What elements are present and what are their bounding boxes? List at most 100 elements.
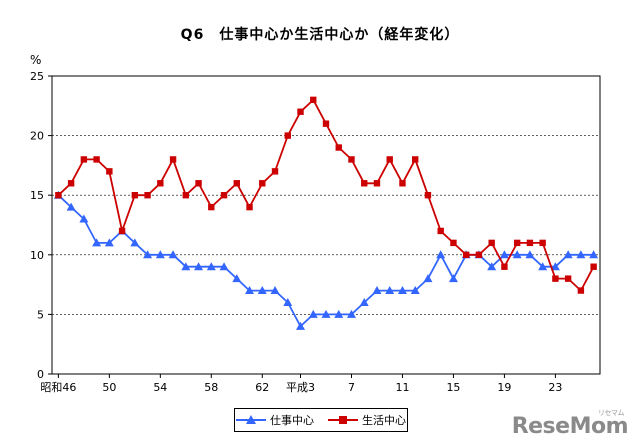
data-point [194, 262, 204, 271]
data-point [399, 180, 406, 187]
data-point [322, 120, 330, 127]
legend-label-work: 仕事中心 [270, 414, 314, 427]
data-point [462, 251, 470, 258]
y-tick-label: 10 [30, 249, 44, 262]
y-tick-label: 0 [37, 368, 44, 381]
series-line [57, 194, 594, 328]
data-point [539, 239, 546, 247]
data-point [577, 287, 585, 294]
data-point [410, 286, 420, 295]
data-point [66, 202, 76, 211]
data-point [270, 286, 280, 295]
data-point [335, 144, 342, 151]
data-point [284, 132, 291, 139]
data-point [590, 263, 597, 270]
x-tick-label: 15 [446, 381, 460, 394]
data-point [232, 274, 242, 283]
data-point [257, 286, 267, 295]
data-point [576, 250, 586, 259]
legend: 仕事中心 生活中心 [234, 408, 408, 432]
data-point [92, 238, 102, 247]
data-point [131, 192, 139, 199]
data-point [143, 250, 153, 259]
data-point [488, 239, 495, 247]
series-work [53, 190, 599, 330]
data-point [487, 262, 497, 271]
y-tick-label: 5 [37, 308, 44, 321]
data-point [552, 275, 559, 282]
legend-swatch-work [236, 415, 266, 424]
data-point [501, 263, 508, 270]
data-point [296, 321, 306, 330]
data-point [589, 250, 599, 259]
data-point [246, 203, 253, 211]
y-tick-label: 25 [30, 70, 44, 83]
data-point [195, 180, 202, 187]
data-point [538, 262, 548, 271]
data-point [157, 180, 164, 187]
data-point [450, 239, 457, 247]
y-tick-label: 15 [30, 189, 44, 202]
x-tick-label: 平成3 [286, 381, 315, 394]
data-point [67, 180, 75, 187]
x-tick-label: 7 [348, 381, 355, 394]
gridlines [52, 135, 600, 315]
x-tick-label: 23 [548, 381, 562, 394]
data-point [564, 275, 572, 282]
data-point [297, 108, 304, 115]
data-point [79, 214, 89, 223]
data-point [208, 203, 215, 211]
data-point [182, 192, 190, 199]
data-point [423, 274, 433, 283]
data-point [475, 251, 483, 258]
data-point [436, 250, 446, 259]
data-point [308, 309, 318, 318]
data-point [334, 309, 344, 318]
data-point [130, 238, 140, 247]
data-point [348, 156, 355, 163]
data-point [106, 168, 113, 175]
data-point [397, 286, 407, 295]
data-point [373, 180, 381, 187]
x-tick-label: 62 [255, 381, 269, 394]
data-point [437, 227, 444, 235]
data-point [385, 286, 395, 295]
data-point [372, 286, 382, 295]
data-point [550, 262, 560, 271]
resemom-logo: ReseMom リセマム [511, 409, 629, 439]
x-axis: 昭和46 50 54 58 62 平成3 7 11 15 19 23 [40, 374, 562, 394]
data-point [563, 250, 573, 259]
data-point [245, 286, 255, 295]
x-tick-label: 11 [395, 381, 409, 394]
data-point [155, 250, 165, 259]
data-point [220, 192, 228, 199]
data-point [181, 262, 191, 271]
legend-item-life: 生活中心 [328, 412, 406, 428]
x-tick-label: 昭和46 [40, 381, 76, 394]
data-point [526, 239, 534, 247]
data-point [104, 238, 114, 247]
data-point [310, 96, 317, 104]
data-point [525, 250, 535, 259]
legend-label-life: 生活中心 [362, 414, 406, 427]
data-point [359, 297, 369, 306]
data-point [144, 192, 151, 199]
data-point [321, 309, 331, 318]
x-tick-label: 58 [204, 381, 218, 394]
data-point [206, 262, 216, 271]
data-point [219, 262, 229, 271]
legend-item-work: 仕事中心 [236, 412, 314, 428]
legend-swatch-life [328, 416, 358, 424]
y-axis: 0 5 10 15 20 25 [30, 70, 52, 381]
series-layer [53, 96, 599, 330]
data-point [283, 297, 293, 306]
data-point [361, 180, 368, 187]
data-point [512, 250, 522, 259]
x-tick-label: 50 [102, 381, 116, 394]
data-point [424, 192, 432, 199]
data-point [259, 180, 266, 187]
y-tick-label: 20 [30, 130, 44, 143]
y-axis-unit-label: % [30, 53, 41, 67]
x-tick-label: 54 [153, 381, 167, 394]
